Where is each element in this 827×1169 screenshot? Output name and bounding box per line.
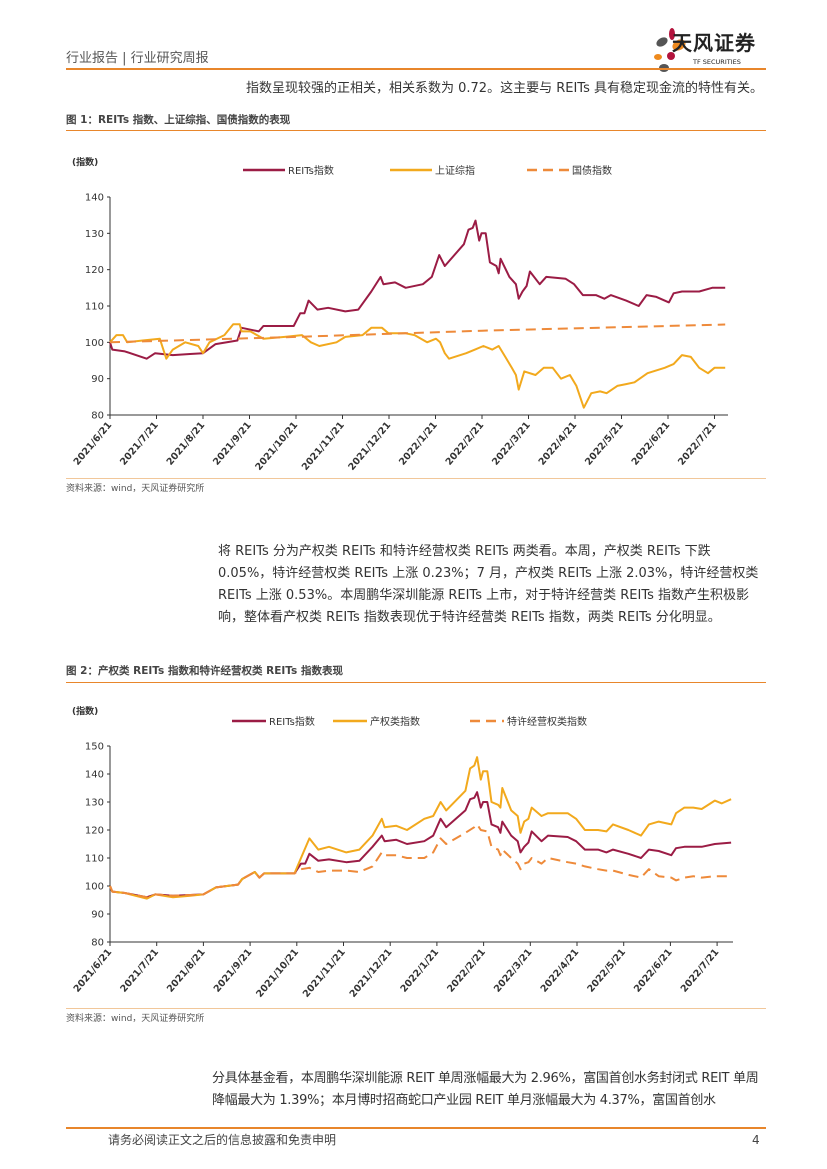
legend-label-1: REITs指数 [269, 715, 315, 728]
series-line-2 [109, 323, 726, 409]
series-line-3 [109, 823, 732, 899]
x-tick-label: 2022/5/21 [585, 947, 628, 995]
x-tick-label: 2022/3/21 [492, 947, 535, 995]
paragraph-1: 指数呈现较强的正相关，相关系数为 0.72。这主要与 REITs 具有稳定现金流… [246, 81, 763, 96]
series-line-1 [109, 219, 726, 360]
y-tick-label: 120 [85, 826, 104, 837]
logo-subtext: TF SECURITIES [693, 58, 741, 66]
legend-label-1: REITs指数 [288, 164, 334, 177]
legend-label-2: 上证综指 [435, 164, 475, 177]
y-tick-label: 100 [85, 882, 104, 893]
figure-2-bottom-rule [66, 1008, 766, 1009]
y-tick-label: 140 [85, 770, 104, 781]
figure-1-bottom-rule [66, 478, 766, 479]
y-axis-unit-label: (指数) [72, 705, 98, 717]
y-tick-label: 130 [85, 229, 104, 240]
series-line-1 [109, 791, 732, 899]
y-tick-label: 110 [85, 854, 104, 865]
paragraph-2: 将 REITs 分为产权类 REITs 和特许经营权类 REITs 两类看。本周… [218, 544, 759, 625]
y-tick-label: 90 [91, 910, 104, 921]
x-tick-label: 2022/4/21 [539, 947, 582, 995]
y-tick-label: 100 [85, 338, 104, 349]
y-tick-label: 80 [91, 938, 104, 949]
figure-2-source: 资料来源：wind，天风证券研究所 [66, 1014, 205, 1024]
report-category: 行业报告 | 行业研究周报 [66, 51, 209, 66]
y-tick-label: 80 [91, 411, 104, 422]
logo-text: 天风证券 [672, 31, 756, 55]
y-axis-unit-label: (指数) [72, 156, 98, 168]
y-tick-label: 110 [85, 302, 104, 313]
legend-label-3: 特许经营权类指数 [507, 715, 587, 728]
y-tick-label: 130 [85, 798, 104, 809]
x-tick-label: 2021/7/21 [118, 947, 161, 995]
x-tick-label: 2021/8/21 [165, 947, 208, 995]
figure-2-title: 图 2：产权类 REITs 指数和特许经营权类 REITs 指数表现 [66, 665, 343, 677]
y-tick-label: 150 [85, 742, 104, 753]
paragraph-3: 分具体基金看，本周鹏华深圳能源 REIT 单周涨幅最大为 2.96%，富国首创水… [212, 1071, 759, 1108]
y-tick-label: 120 [85, 265, 104, 276]
header-rule [66, 68, 766, 70]
x-tick-label: 2021/6/21 [72, 947, 115, 995]
x-tick-label: 2021/10/21 [254, 947, 301, 1000]
y-tick-label: 90 [91, 374, 104, 385]
figure-1-title: 图 1：REITs 指数、上证综指、国债指数的表现 [66, 114, 291, 126]
y-tick-label: 140 [85, 193, 104, 204]
page-number: 4 [752, 1133, 760, 1147]
figure-1-rule [66, 130, 766, 131]
x-tick-label: 2022/1/21 [399, 947, 442, 995]
legend-label-3: 国债指数 [572, 164, 612, 177]
x-tick-label: 2022/2/21 [445, 947, 488, 995]
x-tick-label: 2021/12/21 [348, 947, 395, 1000]
footer-rule [66, 1127, 766, 1129]
figure-2-rule [66, 682, 766, 683]
x-tick-label: 2022/7/21 [679, 947, 722, 995]
figure-1-source: 资料来源：wind，天风证券研究所 [66, 484, 205, 494]
x-tick-label: 2021/11/21 [301, 947, 348, 1000]
series-line-3 [109, 323, 726, 344]
legend-label-2: 产权类指数 [370, 715, 420, 728]
footer-disclaimer: 请务必阅读正文之后的信息披露和免责申明 [108, 1133, 337, 1147]
x-tick-label: 2021/9/21 [212, 947, 255, 995]
x-tick-label: 2022/6/21 [632, 947, 675, 995]
series-line-2 [109, 756, 732, 900]
